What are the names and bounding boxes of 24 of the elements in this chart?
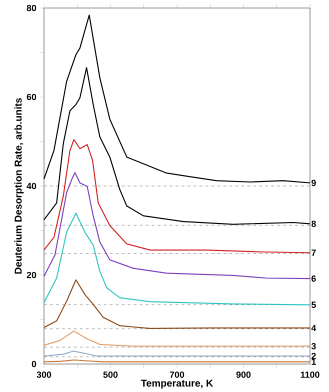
line-series bbox=[43, 172, 311, 280]
series-label: 3 bbox=[311, 343, 316, 350]
x-tick-label: 900 bbox=[236, 372, 251, 378]
series-label: 4 bbox=[311, 324, 316, 332]
x-tick-label: 1100 bbox=[300, 372, 320, 378]
x-tick-label: 700 bbox=[170, 372, 184, 378]
x-tick-label: 500 bbox=[103, 372, 118, 378]
x-tick-label: 300 bbox=[36, 372, 52, 378]
y-tick-label: 0 bbox=[32, 360, 36, 368]
series-label: 5 bbox=[311, 302, 316, 308]
line-series bbox=[43, 279, 311, 329]
y-tick-label: 20 bbox=[26, 272, 36, 278]
y-tick-label: 40 bbox=[26, 182, 36, 190]
series-label: 2 bbox=[312, 352, 316, 360]
y-tick-label: 80 bbox=[26, 4, 36, 12]
line-series bbox=[43, 139, 311, 254]
series-label: 9 bbox=[312, 180, 316, 186]
y-axis-title: Deuterium Desorption Rate, arb.units bbox=[14, 98, 24, 274]
series-label: 8 bbox=[311, 220, 316, 228]
line-series bbox=[43, 212, 311, 306]
x-axis-title: Temperature, K bbox=[140, 380, 214, 389]
y-tick-label: 60 bbox=[26, 94, 36, 100]
series-label: 7 bbox=[312, 250, 316, 256]
series-label: 6 bbox=[312, 275, 316, 282]
